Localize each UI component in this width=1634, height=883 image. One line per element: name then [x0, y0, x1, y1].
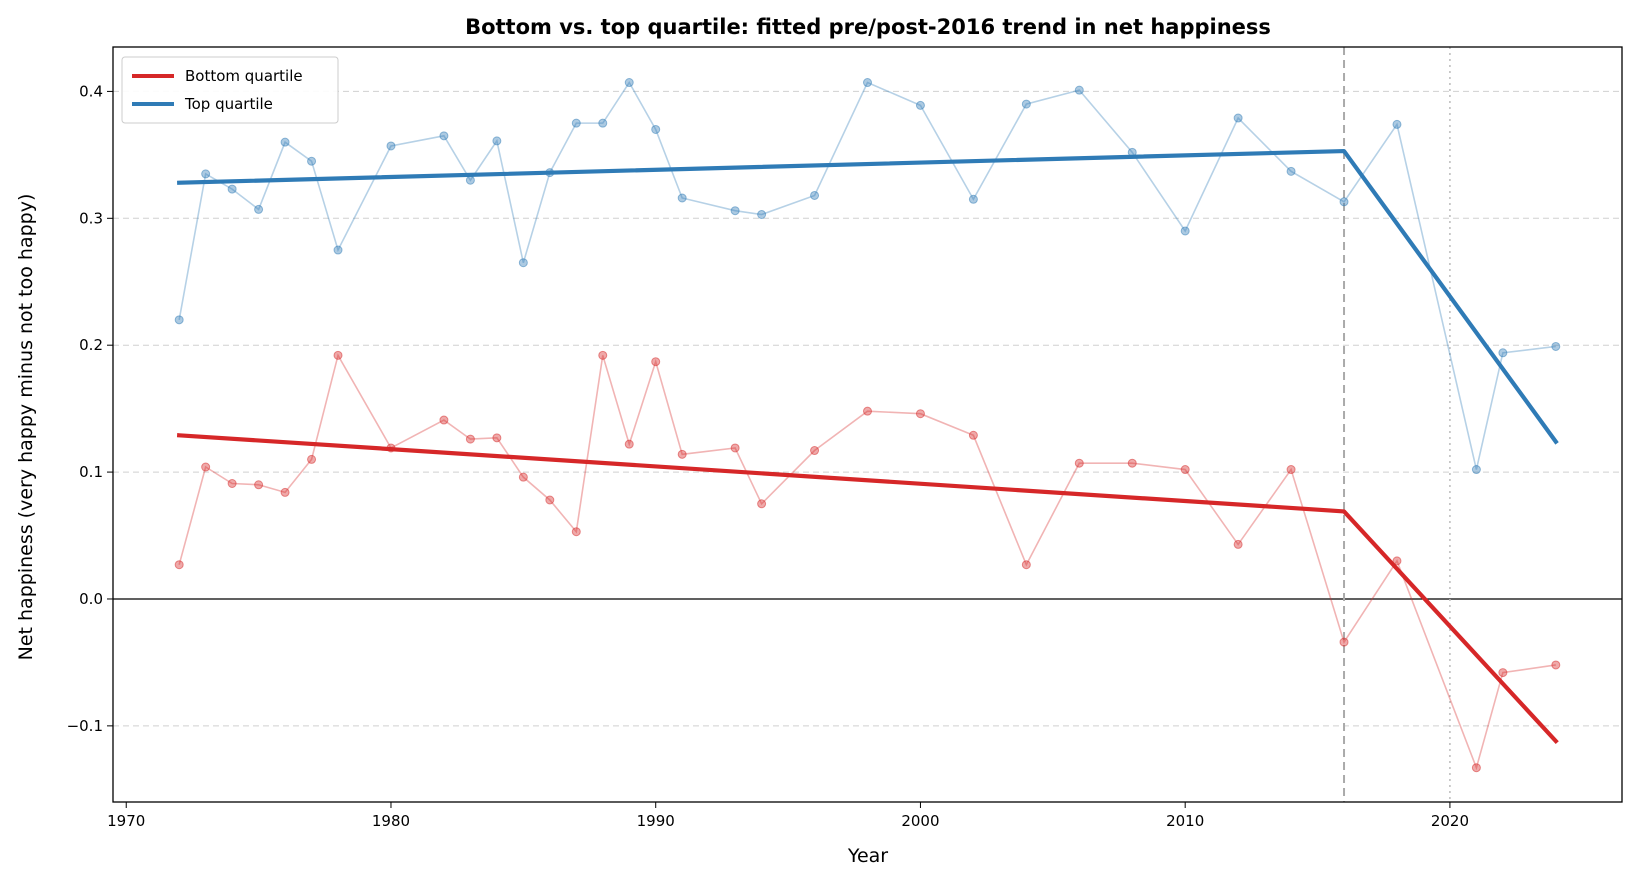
data-point: [307, 156, 317, 166]
fit-line: [177, 148, 1559, 445]
data-point: [598, 350, 608, 360]
legend-box: [121, 56, 339, 124]
data-point: [677, 449, 687, 459]
data-point: [1339, 197, 1349, 207]
data-point: [757, 499, 767, 509]
data-point: [386, 141, 396, 151]
data-point: [810, 446, 820, 456]
data-point: [492, 433, 502, 443]
y-tick-label: −0.1: [67, 717, 103, 735]
chart-title: Bottom vs. top quartile: fitted pre/post…: [465, 15, 1271, 39]
data-point: [810, 190, 820, 200]
data-point: [863, 406, 872, 416]
data-point: [227, 479, 237, 489]
data-point: [915, 100, 925, 110]
data-point: [1180, 465, 1190, 475]
x-tick-label: 2020: [1431, 812, 1469, 830]
data-point: [1392, 119, 1402, 129]
y-tick-label: 0.1: [79, 463, 103, 481]
data-point: [651, 357, 661, 367]
data-point: [174, 560, 184, 570]
data-point: [624, 439, 634, 449]
data-point: [307, 454, 317, 464]
data-point: [968, 194, 978, 204]
y-tick-label: 0.4: [79, 82, 103, 100]
x-tick-label: 2000: [901, 812, 939, 830]
data-point: [227, 184, 237, 194]
data-point: [465, 175, 475, 185]
data-point: [254, 480, 264, 490]
x-axis-label: Year: [847, 845, 888, 867]
data-point: [730, 443, 740, 453]
x-tick-label: 1970: [107, 812, 145, 830]
data-point: [280, 487, 290, 497]
data-point: [439, 415, 449, 425]
data-point: [280, 137, 290, 147]
observed-line: [178, 353, 1556, 771]
data-point: [1551, 341, 1561, 351]
data-point: [1551, 660, 1561, 670]
axis-ticks: −0.1 0.0 0.1 0.2 0.3 0.4 1970 1980 1990 2000 2010 2…: [67, 82, 1469, 830]
y-tick-label: 0.2: [79, 336, 103, 354]
legend-label: Top quartile: [184, 95, 273, 113]
data-point: [1233, 539, 1243, 549]
data-point: [465, 434, 475, 444]
data-point: [1498, 668, 1508, 678]
data-point: [174, 315, 184, 325]
data-point: [915, 409, 925, 419]
data-point: [333, 245, 343, 255]
plot-frame: [112, 46, 1623, 803]
data-point: [1074, 85, 1084, 95]
legend-label: Bottom quartile: [185, 67, 303, 85]
data-point: [1074, 458, 1084, 468]
data-point: [1233, 113, 1243, 123]
x-tick-label: 1990: [637, 812, 675, 830]
data-point: [439, 131, 449, 141]
fit-line: [176, 433, 1559, 745]
data-point: [545, 495, 555, 505]
data-point: [518, 472, 528, 482]
data-point: [333, 350, 343, 360]
data-point: [1180, 226, 1190, 236]
data-point: [201, 462, 211, 472]
data-point: [863, 78, 872, 88]
y-axis-label: Net happiness (very happy minus not too …: [15, 194, 37, 661]
data-point: [492, 136, 502, 146]
data-point: [968, 430, 978, 440]
data-point: [1286, 166, 1296, 176]
data-point: [1339, 637, 1349, 647]
data-point: [598, 118, 608, 128]
data-point: [1471, 763, 1481, 773]
observed-line: [178, 80, 1556, 470]
data-point: [757, 209, 767, 219]
x-tick-label: 2010: [1166, 812, 1204, 830]
data-point: [1392, 556, 1402, 566]
data-point: [677, 193, 687, 203]
data-point: [730, 206, 740, 216]
data-point: [254, 204, 264, 214]
series-group: [174, 78, 1561, 773]
data-point: [624, 78, 634, 88]
y-tick-label: 0.3: [79, 209, 103, 227]
data-point: [1021, 560, 1031, 570]
data-point: [201, 169, 211, 179]
data-point: [1286, 465, 1296, 475]
reference-lines: [113, 47, 1622, 802]
x-tick-label: 1980: [372, 812, 410, 830]
data-point: [651, 124, 661, 134]
data-point: [1471, 465, 1481, 475]
data-point: [518, 258, 528, 268]
data-point: [1021, 99, 1031, 109]
y-tick-label: 0.0: [79, 590, 103, 608]
data-point: [1498, 348, 1508, 358]
data-point: [571, 118, 581, 128]
legend: Bottom quartile Top quartile: [121, 56, 339, 124]
data-point: [571, 527, 581, 537]
data-point: [1127, 458, 1137, 468]
